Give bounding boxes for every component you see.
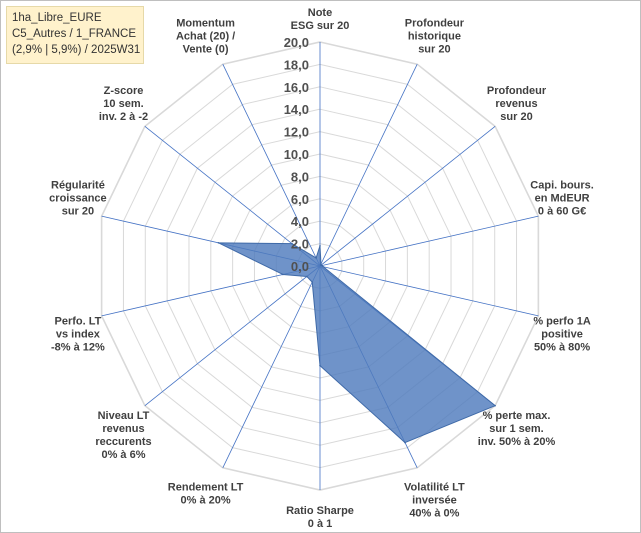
axis-label-line: 0% à 6% (101, 449, 145, 461)
axis-label: Niveau LT revenus reccurents 0% à 6% (95, 410, 151, 461)
axis-label-line: 10 sem. (103, 98, 143, 110)
axis-label-line: 0 à 1 (308, 518, 332, 530)
axis-label-line: Perfo. LT (54, 316, 101, 328)
radar-axis-labels: Note ESG sur 20 Profondeur historique sur 20… (49, 7, 594, 530)
axis-label-line: Capi. bours. (530, 179, 594, 191)
axis-label-line: ESG sur 20 (291, 20, 350, 32)
info-line-1: 1ha_Libre_EURE (12, 12, 102, 24)
series-point (319, 245, 321, 247)
axis-label-line: vs index (56, 329, 101, 341)
axis-label-line: % perfo 1A (533, 316, 591, 328)
axis-label-line: Z-score (104, 85, 144, 97)
axis-label: Volatilité LT inversée 40% à 0% (404, 482, 465, 520)
tick-label: 4,0 (291, 214, 309, 229)
axis-label: Rendement LT 0% à 20% (168, 482, 244, 507)
axis-spoke (222, 64, 321, 267)
tick-label: 16,0 (284, 80, 309, 95)
axis-label-line: sur 20 (500, 111, 532, 123)
axis-spoke (319, 126, 496, 267)
axis-label-line: Volatilité LT (404, 482, 465, 494)
axis-label: Profondeur revenus sur 20 (487, 85, 547, 123)
axis-label-line: sur 1 sem. (489, 423, 543, 435)
axis-label-line: 0 à 60 G€ (538, 205, 586, 217)
axis-label: Z-score 10 sem. inv. 2 à -2 (99, 85, 148, 123)
axis-label-line: positive (541, 329, 583, 341)
axis-label-line: Régularité (51, 179, 105, 191)
series-point (311, 281, 314, 283)
tick-label: 6,0 (291, 192, 309, 207)
tick-label: 0,0 (291, 259, 309, 274)
series-point (282, 273, 284, 276)
axis-label-line: 50% à 80% (534, 342, 590, 354)
radar-tick-labels: 0,0 2,0 4,0 6,0 8,0 10,0 12,0 14,0 16,0 18,0 20,0 (284, 35, 309, 274)
series-point (320, 263, 322, 265)
axis-label-line: sur 20 (62, 205, 94, 217)
axis-label: Ratio Sharpe 0 à 1 (286, 505, 354, 530)
axis-label-line: 40% à 0% (409, 508, 459, 520)
axis-label-line: historique (408, 30, 461, 42)
axis-label: Note ESG sur 20 (291, 7, 350, 32)
radar-series (217, 242, 496, 444)
axis-label: % perte max. sur 1 sem. inv. 50% à 20% (478, 410, 556, 448)
series-point (404, 441, 406, 444)
axis-label-line: Momentum (176, 17, 235, 29)
axis-label: Momentum Achat (20) / Vente (0) (176, 17, 235, 55)
tick-label: 14,0 (284, 102, 309, 117)
tick-label: 8,0 (291, 169, 309, 184)
axis-spoke (144, 126, 321, 267)
axis-label-line: Profondeur (487, 85, 547, 97)
axis-label: Profondeur historique sur 20 (405, 17, 465, 55)
axis-spoke (222, 265, 321, 468)
series-point (217, 242, 220, 244)
info-line-3: (2,9% | 5,9%) / 2025W31 (12, 44, 141, 56)
axis-spoke (319, 64, 418, 267)
axis-label-line: -8% à 12% (51, 342, 105, 354)
info-box: 1ha_Libre_EURE C5_Autres / 1_FRANCE (2,9… (6, 6, 144, 64)
axis-label: Régularité croissance sur 20 (49, 179, 106, 217)
axis-spoke (319, 265, 539, 317)
axis-label-line: Vente (0) (183, 43, 229, 55)
tick-label: 18,0 (284, 57, 309, 72)
tick-label: 10,0 (284, 147, 309, 162)
series-point (319, 364, 321, 367)
axis-label-line: Note (308, 7, 332, 19)
axis-label-line: inv. 2 à -2 (99, 111, 148, 123)
axis-label-line: 0% à 20% (181, 495, 231, 507)
series-point (291, 242, 293, 245)
axis-label-line: croissance (49, 192, 106, 204)
axis-label-line: sur 20 (418, 43, 450, 55)
axis-label: Perfo. LT vs index -8% à 12% (51, 316, 105, 354)
axis-spoke (144, 265, 321, 406)
tick-label: 12,0 (284, 125, 309, 140)
series-point (306, 275, 308, 278)
axis-spoke (319, 215, 539, 267)
info-line-2: C5_Autres / 1_FRANCE (12, 28, 136, 40)
series-area (217, 242, 496, 444)
axis-label-line: revenus (102, 423, 144, 435)
axis-label-line: inversée (412, 495, 457, 507)
tick-label: 2,0 (291, 237, 309, 252)
series-point (322, 265, 325, 268)
axis-label-line: Profondeur (405, 17, 465, 29)
tick-label: 20,0 (284, 35, 309, 50)
axis-label: % perfo 1A positive 50% à 80% (533, 316, 591, 354)
axis-label-line: Rendement LT (168, 482, 244, 494)
axis-label-line: Ratio Sharpe (286, 505, 354, 517)
axis-label-line: inv. 50% à 20% (478, 436, 556, 448)
axis-label-line: Achat (20) / (176, 30, 235, 42)
axis-label-line: reccurents (95, 436, 151, 448)
axis-label-line: Niveau LT (98, 410, 150, 422)
series-point (321, 264, 323, 267)
axis-label-line: revenus (495, 98, 537, 110)
series-point (320, 264, 322, 267)
axis-label: Capi. bours. en MdEUR 0 à 60 G€ (530, 179, 594, 217)
axis-label-line: % perte max. (483, 410, 551, 422)
axis-label-line: en MdEUR (535, 192, 590, 204)
series-point (494, 404, 496, 407)
series-point (315, 257, 317, 259)
